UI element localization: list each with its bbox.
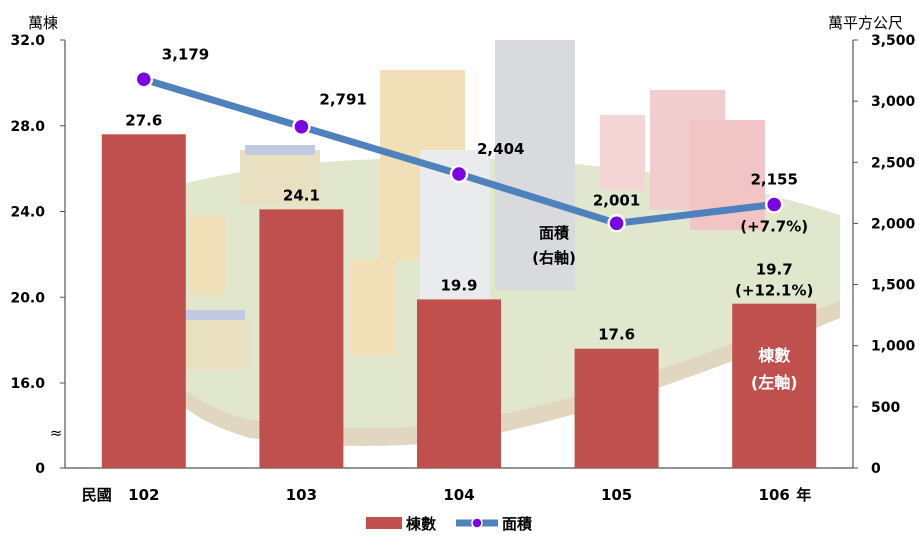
bar-series-note: 棟數 — [758, 346, 790, 365]
line-series-axis-note: (右軸) — [532, 249, 576, 267]
line-point — [134, 70, 154, 89]
right-axis-unit: 萬平方公尺 — [828, 14, 903, 32]
bar-value-label: 27.6 — [125, 111, 162, 129]
bar — [417, 299, 501, 468]
right-tick-label: 0 — [871, 461, 881, 477]
line-point — [449, 164, 469, 184]
left-tick-label: 0 — [35, 461, 45, 477]
bar-series-axis-note: (左軸) — [751, 373, 798, 392]
x-prefix-label: 民國 — [82, 486, 112, 504]
legend-line-marker — [471, 517, 483, 529]
legend-bar-label: 棟數 — [406, 515, 436, 533]
bar-value-label: 19.7 — [756, 261, 793, 279]
right-tick-label: 2,000 — [871, 216, 916, 232]
line-change-label: (+7.7%) — [740, 217, 808, 235]
right-tick-label: 500 — [871, 400, 900, 416]
line-value-label: 3,179 — [162, 45, 209, 63]
x-tick-label: 103 — [286, 486, 317, 504]
data-labels: 27.6 24.1 19.9 17.6 19.7 (+12.1%) 棟數 (左軸) 3,179 2… — [125, 45, 813, 392]
left-tick-label: 24.0 — [10, 205, 45, 221]
bar-series — [101, 134, 817, 468]
line-point — [764, 195, 784, 214]
axes: 0 16.0 20.0 24.0 28.0 32.0 ≈ 萬棟 0 500 1,000 1,500 2,… — [10, 14, 915, 504]
left-tick-label: 32.0 — [10, 33, 45, 49]
left-tick-label: 28.0 — [10, 119, 45, 135]
x-tick-label: 106 — [759, 486, 790, 504]
x-tick-label: 104 — [443, 486, 474, 504]
x-tick-label: 105 — [601, 486, 632, 504]
x-tick-label: 102 — [128, 486, 159, 504]
right-tick-label: 2,500 — [871, 155, 916, 171]
legend-bar-swatch — [366, 517, 402, 529]
bar — [101, 134, 186, 468]
line-series — [134, 70, 784, 233]
axis-break-symbol: ≈ — [50, 424, 63, 442]
right-tick-label: 1,500 — [871, 278, 916, 294]
line-point — [607, 214, 626, 233]
right-tick-label: 1,000 — [871, 339, 916, 355]
bar — [574, 348, 659, 468]
left-tick-label: 20.0 — [10, 290, 45, 306]
left-axis-unit: 萬棟 — [28, 14, 58, 32]
bar — [259, 209, 344, 468]
legend-line-label: 面積 — [502, 515, 533, 533]
right-tick-label: 3,500 — [871, 33, 916, 49]
legend: 棟數 面積 — [366, 515, 533, 533]
line-value-label: 2,791 — [319, 91, 366, 109]
line-value-label: 2,155 — [750, 170, 797, 188]
bar — [732, 303, 817, 468]
bar-value-label: 24.1 — [283, 186, 320, 204]
line-series-note: 面積 — [539, 224, 570, 242]
bar-value-label: 19.9 — [440, 276, 477, 294]
line-point — [292, 117, 311, 136]
line-value-label: 2,404 — [477, 140, 524, 158]
bar-change-label: (+12.1%) — [735, 282, 813, 300]
x-suffix-label: 年 — [796, 486, 811, 504]
bar-value-label: 17.6 — [598, 326, 635, 344]
left-tick-label: 16.0 — [10, 376, 45, 392]
line-value-label: 2,001 — [593, 191, 640, 209]
right-tick-label: 3,000 — [871, 94, 916, 110]
